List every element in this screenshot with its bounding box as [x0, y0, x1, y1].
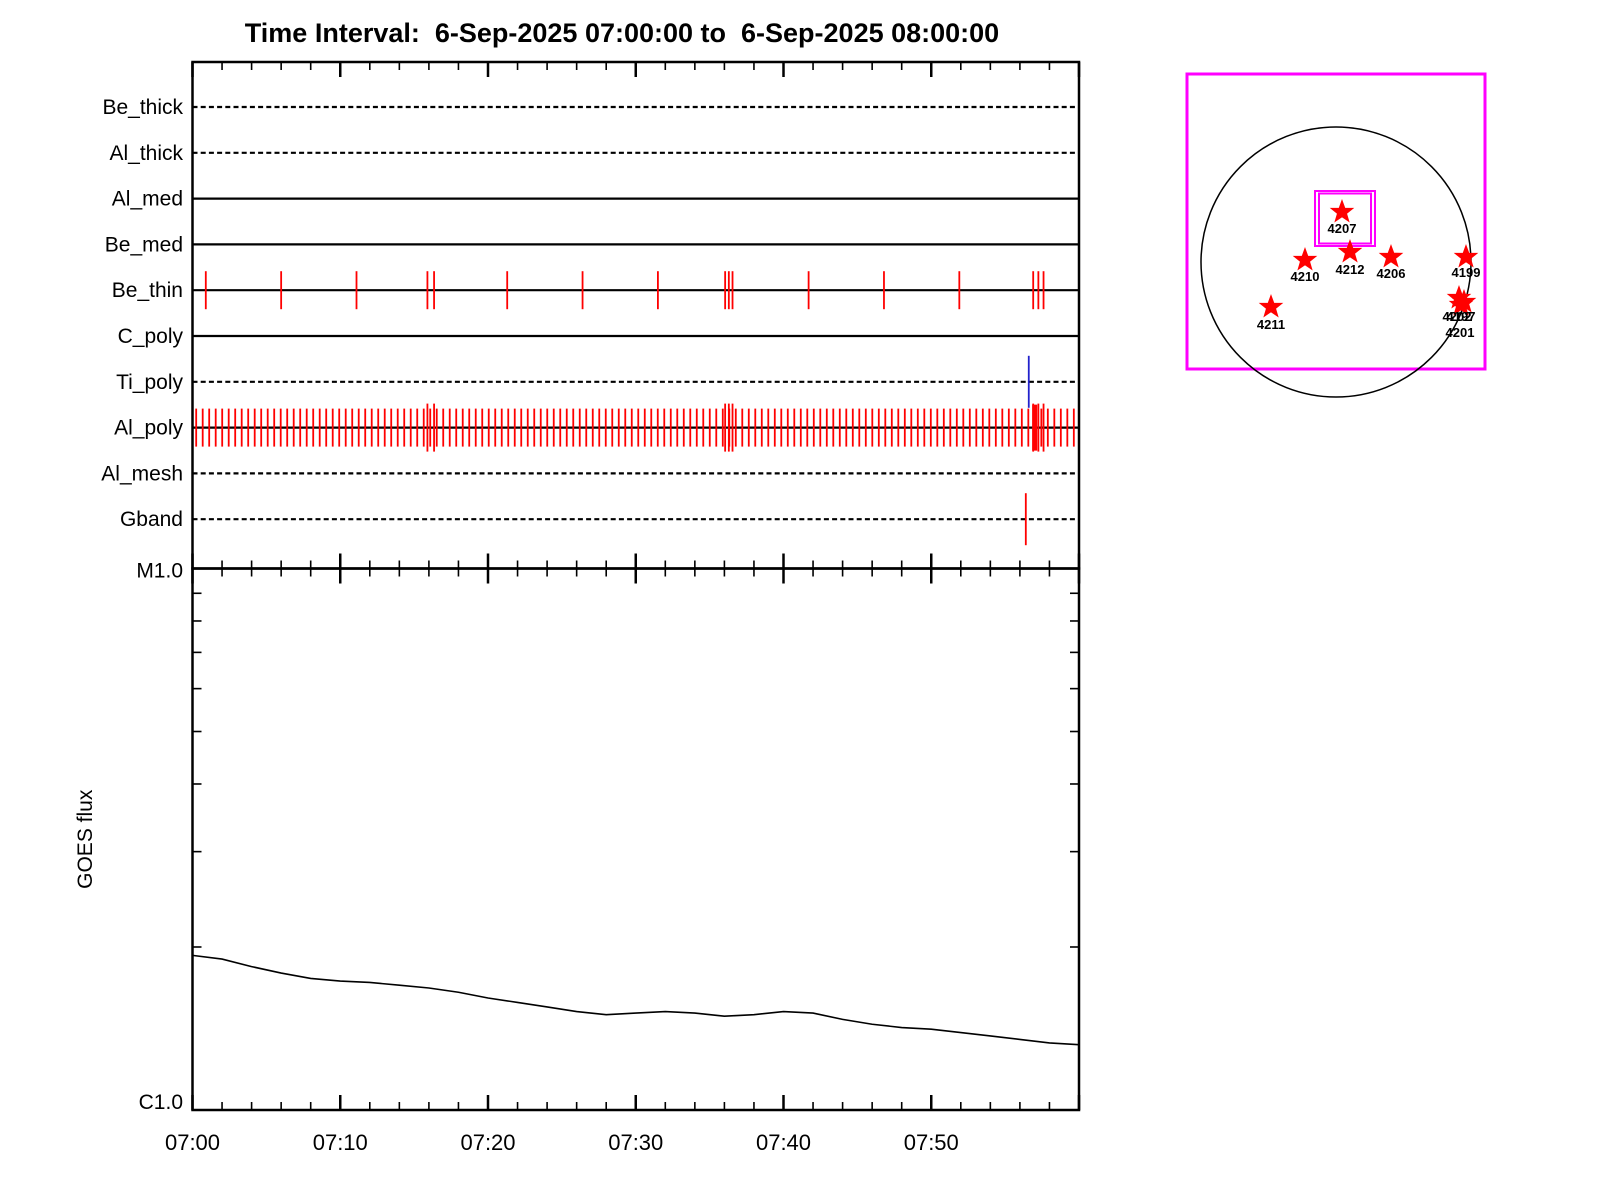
plot-title: Time Interval: 6-Sep-2025 07:00:00 to 6-… — [245, 18, 999, 48]
timeline-frame — [191, 60, 1081, 570]
ar-label-4207: 4207 — [1328, 221, 1357, 236]
x-tick-label: 07:20 — [460, 1130, 515, 1155]
goes-frame — [191, 567, 1081, 1112]
ar-label-4206: 4206 — [1377, 266, 1406, 281]
row-label-Al_med: Al_med — [112, 188, 183, 211]
x-tick-label: 07:30 — [608, 1130, 663, 1155]
ar-label-4197: 4197 — [1447, 309, 1476, 324]
ar-label-4211: 4211 — [1257, 317, 1285, 332]
row-label-Be_thick: Be_thick — [102, 96, 183, 119]
row-label-C_poly: C_poly — [118, 325, 184, 348]
ar-star-4206 — [1378, 244, 1404, 268]
ar-label-4201: 4201 — [1446, 325, 1475, 340]
row-label-Al_thick: Al_thick — [109, 142, 183, 165]
ar-label-4212: 4212 — [1336, 262, 1365, 277]
row-label-Ti_poly: Ti_poly — [116, 371, 183, 394]
ar-star-4207 — [1329, 199, 1355, 223]
row-label-Be_med: Be_med — [105, 233, 183, 256]
row-label-Al_mesh: Al_mesh — [101, 462, 183, 485]
ar-star-4212 — [1337, 239, 1363, 263]
ar-star-4201 — [1448, 292, 1474, 316]
goes-ytop-label: M1.0 — [136, 560, 183, 583]
ar-star-4211 — [1258, 294, 1284, 318]
ar-label-4210: 4210 — [1291, 269, 1320, 284]
ar-label-4202: 4202 — [1443, 309, 1472, 324]
x-tick-label: 07:00 — [165, 1130, 220, 1155]
inset-outer-box — [1185, 72, 1487, 371]
inset-target-box — [1314, 190, 1376, 247]
row-label-Gband: Gband — [120, 508, 183, 531]
row-label-Al_poly: Al_poly — [114, 417, 183, 440]
exposure-timeline-panel: Be_thick Al_thick Al_med Be_med Be_thin C_pol… — [101, 60, 1081, 1110]
goes-flux-curve — [192, 954, 1080, 1046]
x-tick-label: 07:40 — [756, 1130, 811, 1155]
x-tick-label: 07:10 — [313, 1130, 368, 1155]
inset-target-box-inner — [1318, 192, 1372, 245]
row-label-Be_thin: Be_thin — [112, 279, 183, 302]
goes-axis-title: GOES flux — [74, 789, 97, 889]
ar-star-4199 — [1453, 244, 1479, 268]
goes-flux-panel: M1.0 C1.0 GOES flux 07:00 07:10 07:20 07:30 07:… — [74, 560, 1081, 1155]
ar-label-4199: 4199 — [1452, 265, 1481, 280]
ar-star-4210 — [1292, 247, 1318, 271]
goes-ybottom-label: C1.0 — [139, 1091, 183, 1114]
x-tick-label: 07:50 — [904, 1130, 959, 1155]
